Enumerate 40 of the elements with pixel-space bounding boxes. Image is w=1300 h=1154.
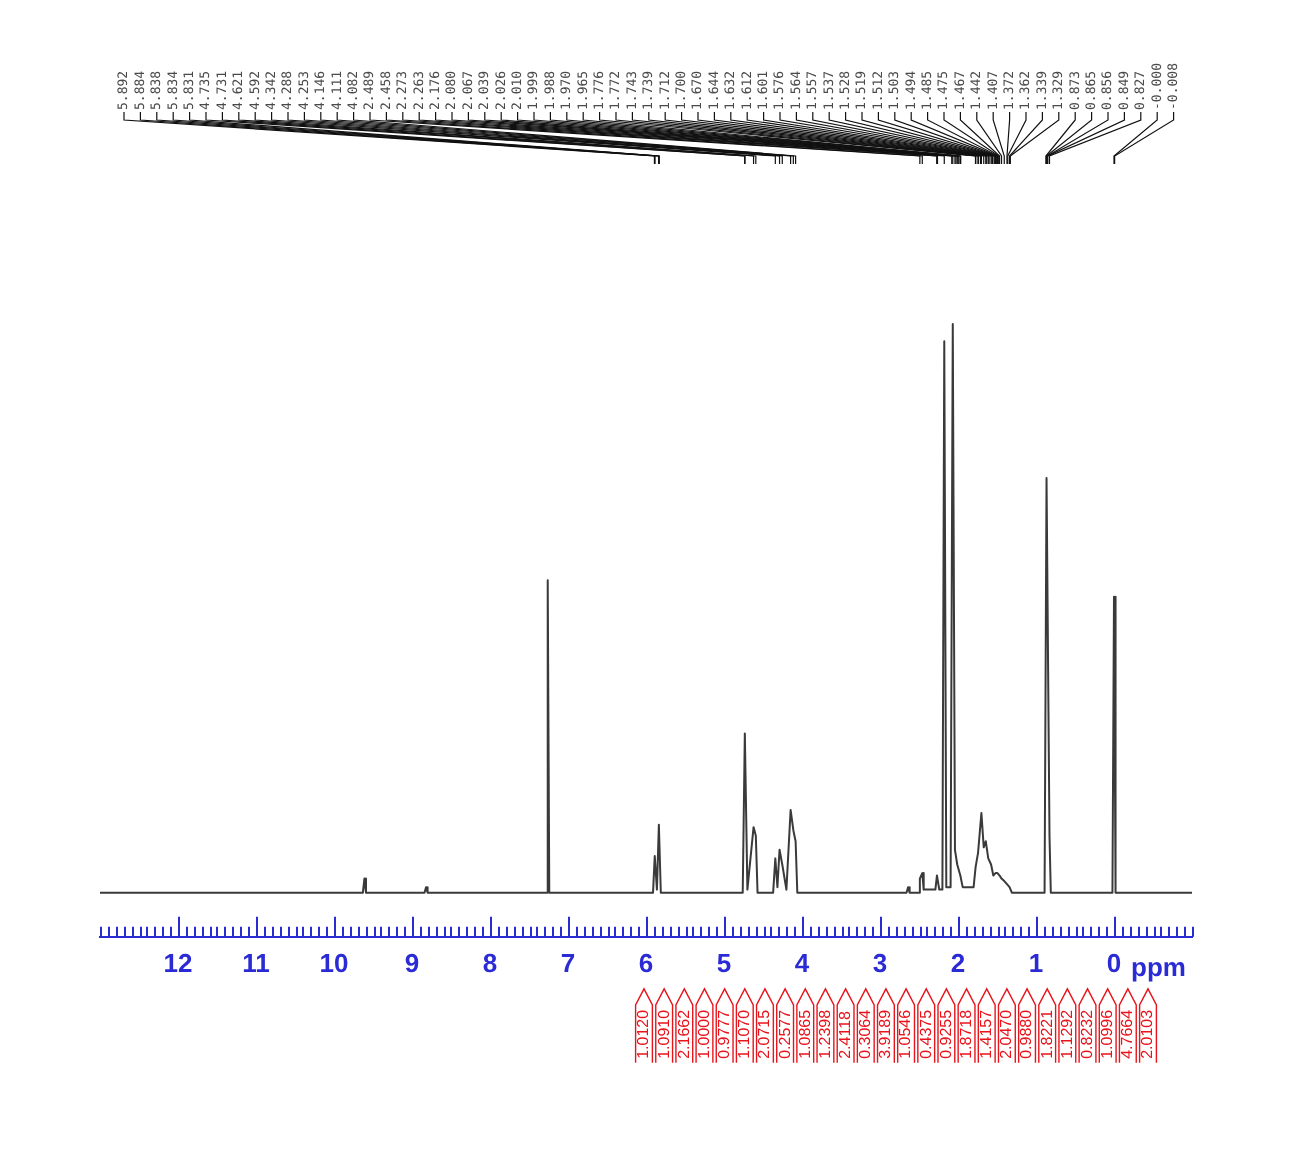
text: 1.0546 xyxy=(896,1008,915,1059)
x-axis-title: ppm xyxy=(1131,951,1186,982)
x-tick-label: 2 xyxy=(950,947,966,978)
text: 0.9777 xyxy=(715,1008,734,1059)
x-tick-label: 4 xyxy=(794,947,811,978)
text: 0.9255 xyxy=(936,1008,955,1059)
text: 0.8232 xyxy=(1077,1008,1096,1059)
text: 0.4375 xyxy=(916,1008,935,1059)
x-tick-label: 12 xyxy=(163,947,193,978)
x-tick-label: 5 xyxy=(716,947,732,978)
text: 1.1292 xyxy=(1057,1008,1076,1059)
x-tick-label: 0 xyxy=(1106,947,1122,978)
text: 1.0865 xyxy=(795,1008,814,1059)
x-tick-label: 11 xyxy=(242,947,270,978)
text: 2.4118 xyxy=(836,1009,855,1059)
text: 1.0996 xyxy=(1098,1008,1117,1059)
text: 2.0103 xyxy=(1138,1008,1157,1059)
text: 1.8221 xyxy=(1037,1008,1056,1059)
text: 0.9880 xyxy=(1017,1008,1036,1059)
text: 1.0120 xyxy=(634,1008,653,1059)
x-tick-label: 9 xyxy=(404,947,420,978)
x-tick-label: 6 xyxy=(638,947,654,978)
text: 1.0910 xyxy=(654,1008,673,1059)
text: 0.2577 xyxy=(775,1008,794,1059)
text: 1.1070 xyxy=(735,1008,754,1059)
x-tick-label: 8 xyxy=(482,947,498,978)
x-tick-label: 10 xyxy=(319,947,349,978)
text: 2.1662 xyxy=(674,1008,693,1059)
text: 2.0470 xyxy=(997,1008,1016,1059)
text: 4.7664 xyxy=(1118,1008,1137,1059)
x-tick-label: 7 xyxy=(560,947,576,978)
text: 2.0715 xyxy=(755,1008,774,1059)
x-tick-label: 3 xyxy=(872,947,888,978)
text: 3.9189 xyxy=(876,1008,895,1059)
text: 1.4157 xyxy=(977,1008,996,1059)
x-tick-label: 1 xyxy=(1028,947,1044,978)
text: 0.3064 xyxy=(856,1008,875,1059)
text: 1.8718 xyxy=(956,1008,975,1059)
text: 1.0000 xyxy=(694,1008,713,1059)
text: 1.2398 xyxy=(815,1008,834,1059)
